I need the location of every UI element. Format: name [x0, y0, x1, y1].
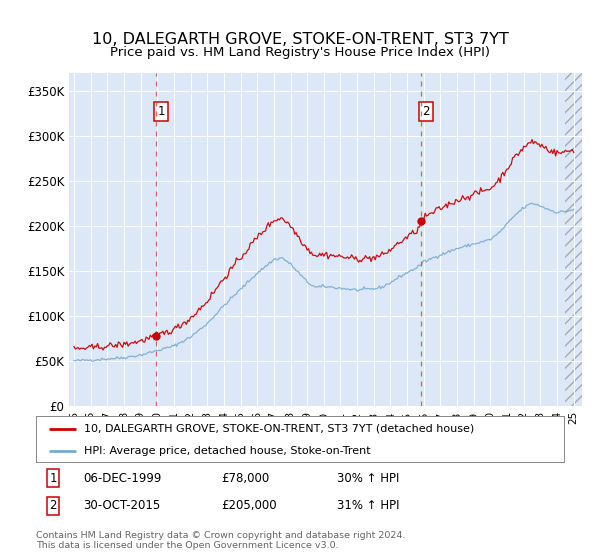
- Bar: [565, 73, 582, 406]
- Text: 2: 2: [422, 105, 430, 118]
- Text: 10, DALEGARTH GROVE, STOKE-ON-TRENT, ST3 7YT: 10, DALEGARTH GROVE, STOKE-ON-TRENT, ST3…: [92, 32, 508, 46]
- Text: 2: 2: [49, 500, 57, 512]
- Text: £205,000: £205,000: [221, 500, 277, 512]
- Text: 10, DALEGARTH GROVE, STOKE-ON-TRENT, ST3 7YT (detached house): 10, DALEGARTH GROVE, STOKE-ON-TRENT, ST3…: [83, 424, 474, 434]
- Text: £78,000: £78,000: [221, 472, 269, 485]
- Text: 1: 1: [157, 105, 164, 118]
- Text: HPI: Average price, detached house, Stoke-on-Trent: HPI: Average price, detached house, Stok…: [83, 446, 370, 455]
- Text: Contains HM Land Registry data © Crown copyright and database right 2024.
This d: Contains HM Land Registry data © Crown c…: [36, 531, 406, 550]
- Text: 1: 1: [49, 472, 57, 485]
- Text: 06-DEC-1999: 06-DEC-1999: [83, 472, 162, 485]
- Text: 30-OCT-2015: 30-OCT-2015: [83, 500, 161, 512]
- Text: Price paid vs. HM Land Registry's House Price Index (HPI): Price paid vs. HM Land Registry's House …: [110, 45, 490, 59]
- Text: 30% ↑ HPI: 30% ↑ HPI: [337, 472, 400, 485]
- Bar: [565, 73, 582, 406]
- Text: 31% ↑ HPI: 31% ↑ HPI: [337, 500, 400, 512]
